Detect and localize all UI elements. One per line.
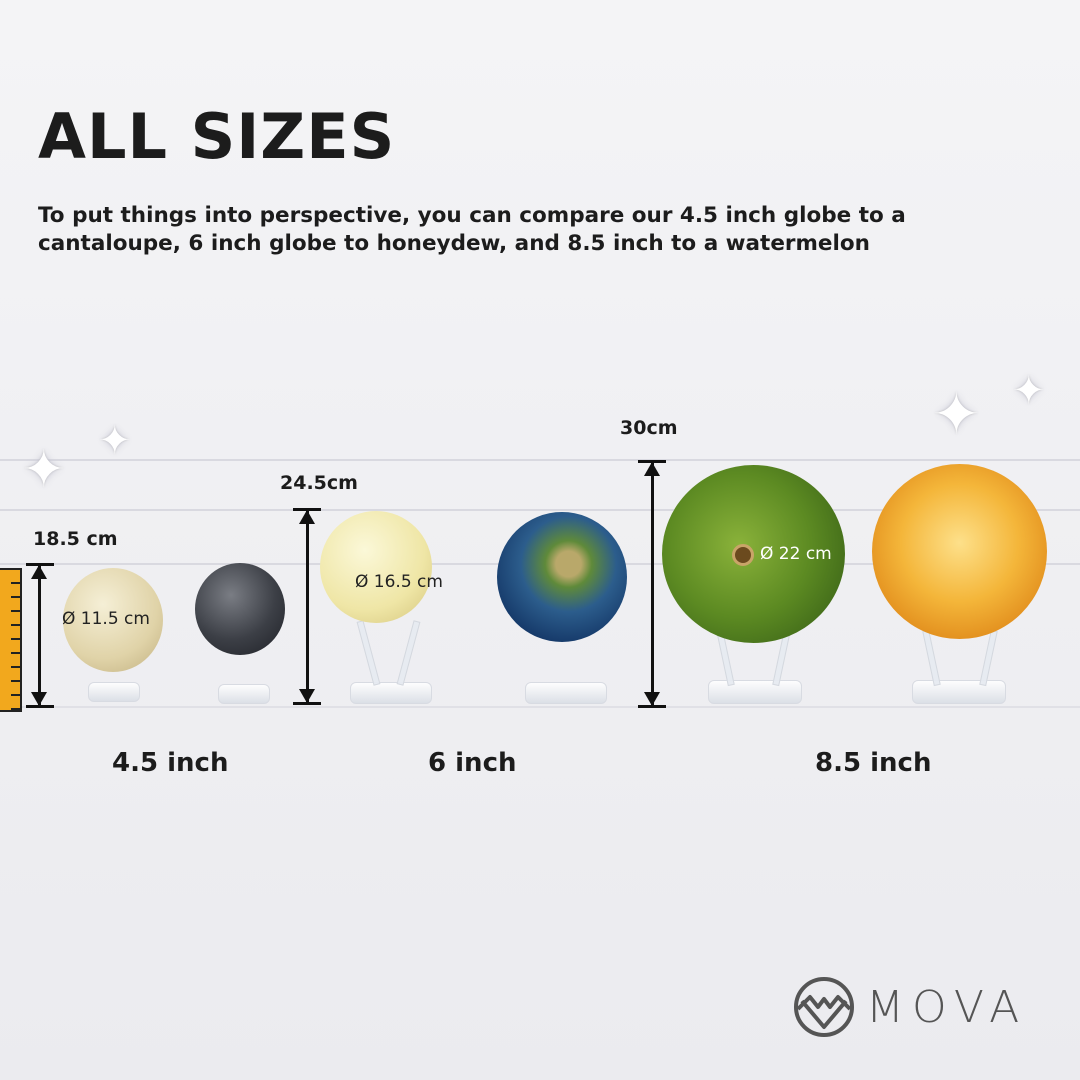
base-line bbox=[0, 706, 1080, 708]
height-arrow bbox=[31, 565, 47, 706]
stand bbox=[218, 684, 270, 704]
sparkle-icon: ✦ bbox=[932, 380, 981, 448]
brand-name: MOVA bbox=[866, 981, 1028, 1033]
height-arrow bbox=[299, 510, 315, 703]
diameter-label: Ø 22 cm bbox=[760, 544, 832, 564]
page-title: ALL SIZES bbox=[38, 100, 396, 173]
stand-leg bbox=[396, 620, 421, 686]
brand-logo: MOVA bbox=[792, 975, 1027, 1039]
sparkle-icon: ✦ bbox=[98, 418, 132, 464]
size-label-6-inch: 6 inch bbox=[428, 748, 517, 778]
honeydew bbox=[320, 511, 432, 623]
dimension-cap bbox=[638, 460, 666, 463]
stand bbox=[350, 682, 432, 704]
mountain-circle-logo-icon bbox=[794, 977, 854, 1037]
stand-leg bbox=[922, 629, 941, 687]
stand bbox=[525, 682, 607, 704]
ruler-icon bbox=[0, 568, 22, 712]
dimension-cap bbox=[26, 705, 54, 708]
sparkle-icon: ✦ bbox=[22, 440, 66, 500]
guide-line-30cm bbox=[0, 459, 1080, 461]
venus-globe bbox=[872, 464, 1047, 639]
dimension-cap bbox=[638, 705, 666, 708]
moon-globe bbox=[195, 563, 285, 655]
size-label-4-5-inch: 4.5 inch bbox=[112, 748, 229, 778]
stand bbox=[912, 680, 1006, 704]
stand bbox=[708, 680, 802, 704]
earth-globe bbox=[497, 512, 627, 642]
stand bbox=[88, 682, 140, 702]
stand-leg bbox=[356, 620, 381, 686]
description: To put things into perspective, you can … bbox=[38, 203, 906, 256]
stand-leg bbox=[979, 629, 998, 687]
sparkle-icon: ✦ bbox=[1012, 368, 1046, 414]
height-label-6: 24.5cm bbox=[280, 472, 358, 494]
dimension-cap bbox=[293, 508, 321, 511]
diameter-label: Ø 11.5 cm bbox=[62, 609, 150, 629]
watermelon-stem bbox=[732, 544, 754, 566]
diameter-label: Ø 16.5 cm bbox=[355, 572, 443, 592]
dimension-cap bbox=[293, 702, 321, 705]
height-arrow bbox=[644, 462, 660, 706]
height-label-4-5: 18.5 cm bbox=[33, 528, 118, 550]
cantaloupe bbox=[63, 568, 163, 672]
height-label-8-5: 30cm bbox=[620, 417, 678, 439]
dimension-cap bbox=[26, 563, 54, 566]
guide-line-24cm bbox=[0, 509, 1080, 511]
size-label-8-5-inch: 8.5 inch bbox=[815, 748, 932, 778]
